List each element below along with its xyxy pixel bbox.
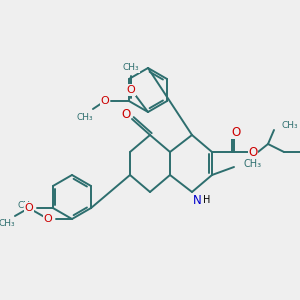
Text: O: O xyxy=(44,214,52,224)
Text: O: O xyxy=(231,125,241,139)
Text: CH₃: CH₃ xyxy=(0,220,15,229)
Text: CH₃: CH₃ xyxy=(76,112,93,122)
Text: O: O xyxy=(127,85,135,95)
Text: CH₃: CH₃ xyxy=(244,159,262,169)
Text: O: O xyxy=(100,96,109,106)
Text: CH₃: CH₃ xyxy=(18,200,34,209)
Text: H: H xyxy=(203,195,211,205)
Text: CH₃: CH₃ xyxy=(123,64,139,73)
Text: O: O xyxy=(122,107,130,121)
Text: O: O xyxy=(248,146,258,158)
Text: N: N xyxy=(193,194,201,206)
Text: O: O xyxy=(25,203,33,213)
Text: CH₃: CH₃ xyxy=(282,122,298,130)
